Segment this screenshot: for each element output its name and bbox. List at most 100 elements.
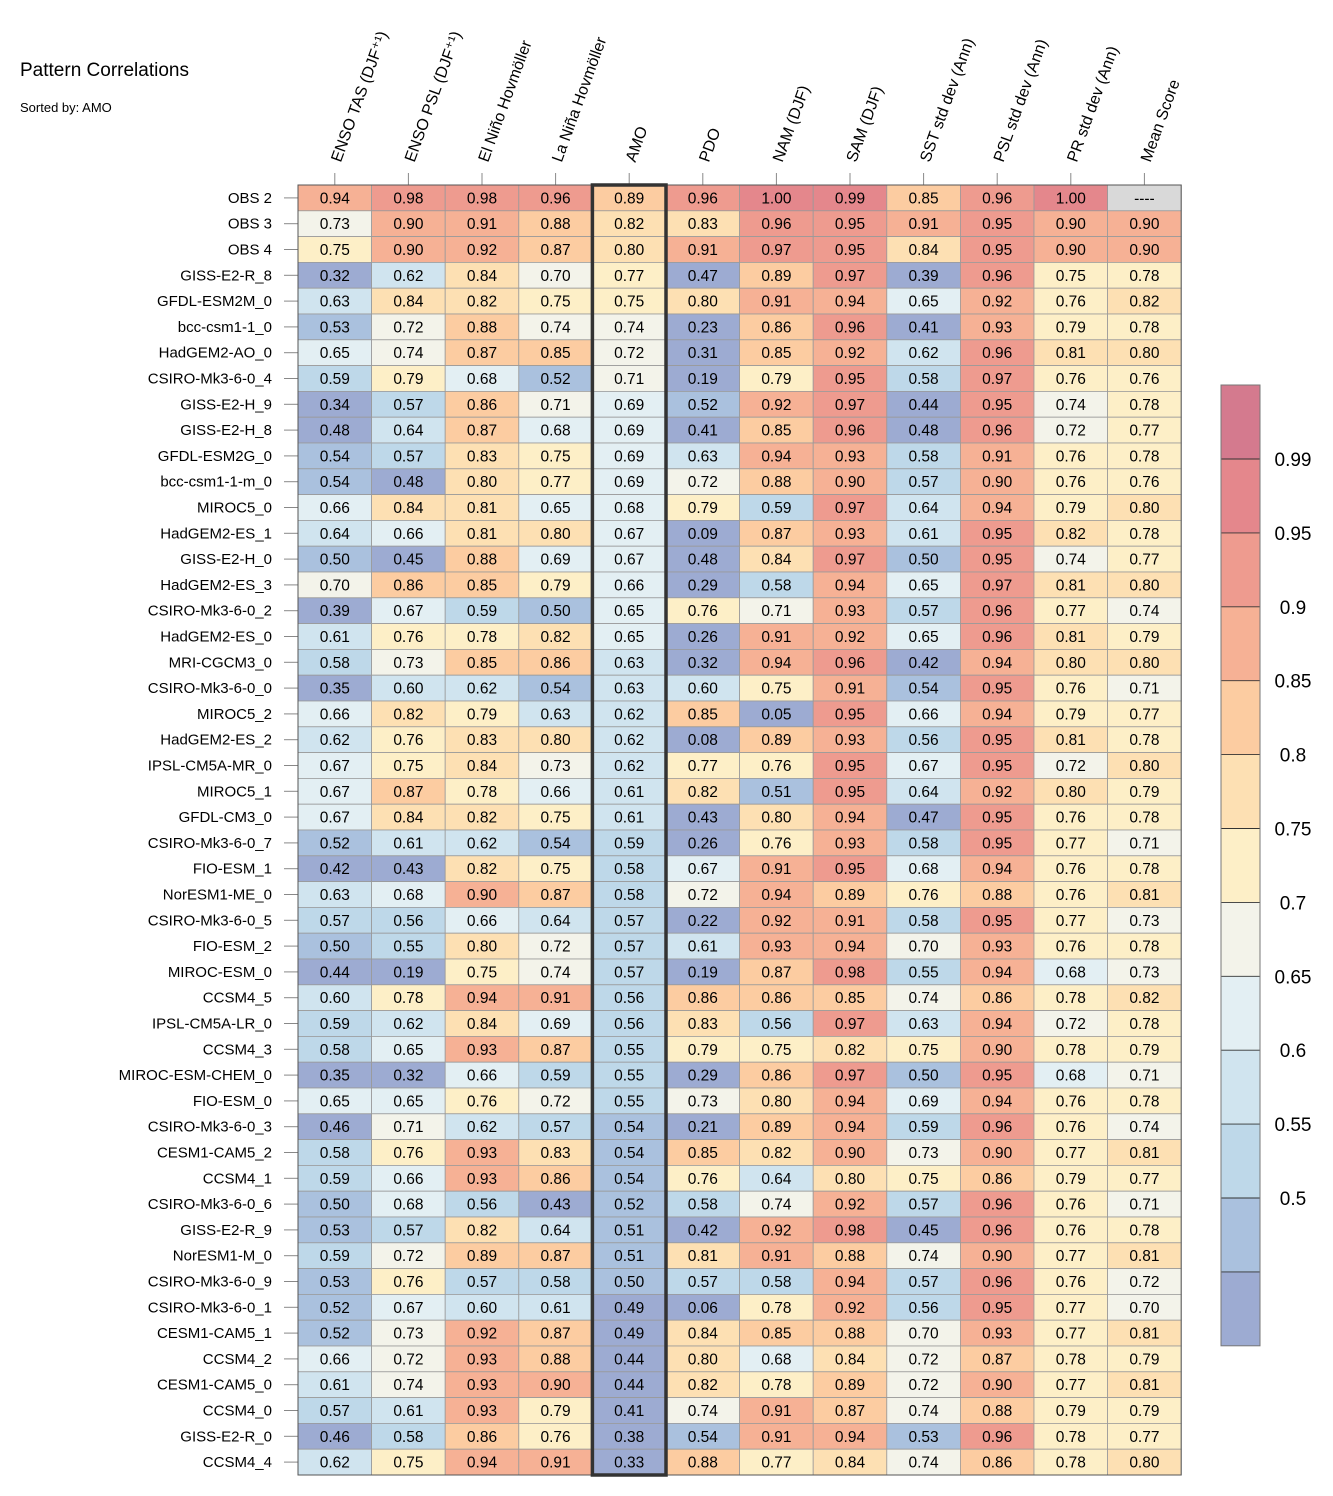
cell-value: 0.76: [1056, 1197, 1086, 1214]
cell-value: 0.67: [909, 758, 939, 775]
cell-value: 0.88: [982, 887, 1012, 904]
cell-value: 0.80: [467, 939, 498, 956]
cell-value: 0.41: [614, 1403, 644, 1420]
cell-value: 0.75: [541, 294, 571, 311]
cell-value: 0.83: [467, 732, 497, 749]
heatmap-cell: [812, 313, 888, 341]
heatmap-cell: [297, 1294, 372, 1321]
cell-value: 0.72: [1056, 758, 1086, 775]
heatmap-cell: [1107, 261, 1182, 289]
heatmap-cell: [1033, 210, 1108, 238]
cell-value: 0.58: [320, 1145, 350, 1162]
cell-value: 0.72: [614, 345, 644, 362]
colorbar-segment: [1221, 902, 1260, 977]
row-label: OBS 4: [228, 242, 272, 259]
row-label: CSIRO-Mk3-6-0_1: [148, 1299, 272, 1316]
cell-value: 0.73: [1129, 913, 1159, 930]
heatmap-cell: [665, 390, 740, 418]
cell-value: 0.77: [761, 1455, 791, 1472]
cell-value: 0.42: [320, 861, 350, 878]
cell-value: 0.90: [393, 242, 424, 259]
heatmap-cell: [739, 210, 814, 238]
row-label: CESM1-CAM5_0: [157, 1377, 272, 1394]
heatmap-cell: [1107, 1216, 1182, 1244]
heatmap-cell: [1033, 1371, 1108, 1399]
heatmap-cells: 0.94 0.98 0.98 0.96 0.89 0.96 1.00 0.99 0.85 0.96…: [297, 184, 1182, 1476]
cell-value: 0.77: [1056, 1377, 1086, 1394]
colorbar-segment: [1221, 606, 1260, 681]
cell-value: 0.78: [761, 1377, 791, 1394]
heatmap-cell: [371, 1345, 446, 1373]
heatmap-cell: [886, 623, 961, 650]
colorbar-segment: [1221, 976, 1260, 1051]
cell-value: 0.93: [467, 1403, 497, 1420]
row-label: MIROC5_1: [197, 783, 272, 800]
cell-value: 0.78: [467, 784, 497, 801]
cell-value: 0.93: [467, 1171, 497, 1188]
heatmap-cell: [371, 545, 446, 573]
heatmap-cell: [812, 1010, 888, 1037]
cell-value: 0.78: [1056, 1429, 1086, 1446]
colorbar-tick-label: 0.9: [1280, 598, 1306, 619]
heatmap-cell: [444, 907, 520, 934]
row-label: GISS-E2-H_8: [180, 422, 272, 439]
heatmap-cell: [960, 1448, 1035, 1476]
cell-value: 0.74: [909, 1403, 940, 1420]
cell-value: 0.19: [393, 964, 423, 981]
cell-value: 0.33: [614, 1455, 644, 1472]
heatmap-cell: [1107, 907, 1182, 934]
row-label: CSIRO-Mk3-6-0_9: [148, 1274, 272, 1291]
heatmap-cell: [1107, 1087, 1182, 1115]
heatmap-cell: [960, 855, 1035, 882]
heatmap-cell: [960, 700, 1035, 728]
cell-value: 0.81: [1129, 1145, 1159, 1162]
cell-value: 0.78: [1056, 1455, 1086, 1472]
cell-value: 0.72: [541, 939, 571, 956]
heatmap-cell: [1033, 313, 1108, 341]
cell-value: 0.66: [320, 706, 350, 723]
colorbar-segment: [1221, 754, 1260, 829]
heatmap-cell: [592, 1294, 667, 1321]
cell-value: 0.92: [835, 345, 865, 362]
cell-value: 0.97: [835, 500, 865, 517]
cell-value: 0.44: [614, 1351, 645, 1368]
row-label: MIROC5_2: [197, 706, 272, 723]
heatmap-cell: [371, 1139, 446, 1166]
heatmap-cell: [739, 365, 814, 392]
heatmap-cell: [1107, 1345, 1182, 1373]
cell-value: 0.75: [909, 1171, 939, 1188]
heatmap-cell: [812, 236, 888, 263]
heatmap-cell: [960, 778, 1035, 805]
heatmap-cell: [1033, 390, 1108, 418]
cell-value: 0.67: [320, 784, 350, 801]
cell-value: 0.94: [835, 294, 866, 311]
colorbar-segment: [1221, 385, 1260, 459]
cell-value: 0.84: [393, 294, 424, 311]
cell-value: 0.90: [1129, 242, 1160, 259]
cell-value: 0.77: [1056, 1145, 1086, 1162]
cell-value: 0.76: [688, 1171, 718, 1188]
cell-value: 0.80: [1129, 345, 1160, 362]
cell-value: 0.92: [835, 629, 865, 646]
row-label: CCSM4_2: [203, 1351, 272, 1368]
cell-value: 0.68: [541, 423, 571, 440]
cell-value: 0.75: [541, 861, 571, 878]
cell-value: 0.96: [982, 1274, 1012, 1291]
cell-value: 0.95: [982, 1068, 1012, 1085]
heatmap-cell: [1033, 1397, 1108, 1424]
heatmap-cell: [960, 649, 1035, 676]
row-labels: OBS 2 OBS 3 OBS 4 GISS-E2-R_8 GFDL-ESM2M_0bc…: [119, 190, 298, 1471]
column-labels: ENSO TAS (DJF⁺¹) ENSO PSL (DJF⁺¹) El Niño …: [329, 29, 1184, 185]
cell-value: 0.89: [835, 1377, 865, 1394]
heatmap-cell: [371, 597, 446, 624]
column-label: El Niño Hovmöller: [476, 38, 536, 165]
cell-value: 0.94: [835, 1274, 866, 1291]
cell-value: 0.88: [541, 216, 571, 233]
cell-value: 0.81: [1129, 887, 1159, 904]
cell-value: 0.26: [688, 835, 718, 852]
cell-value: 0.78: [1129, 861, 1159, 878]
colorbar-tick-label: 0.99: [1275, 450, 1312, 471]
column-label: PDO: [697, 126, 725, 164]
row-label: GISS-E2-H_9: [180, 396, 272, 413]
cell-value: 0.52: [541, 371, 571, 388]
